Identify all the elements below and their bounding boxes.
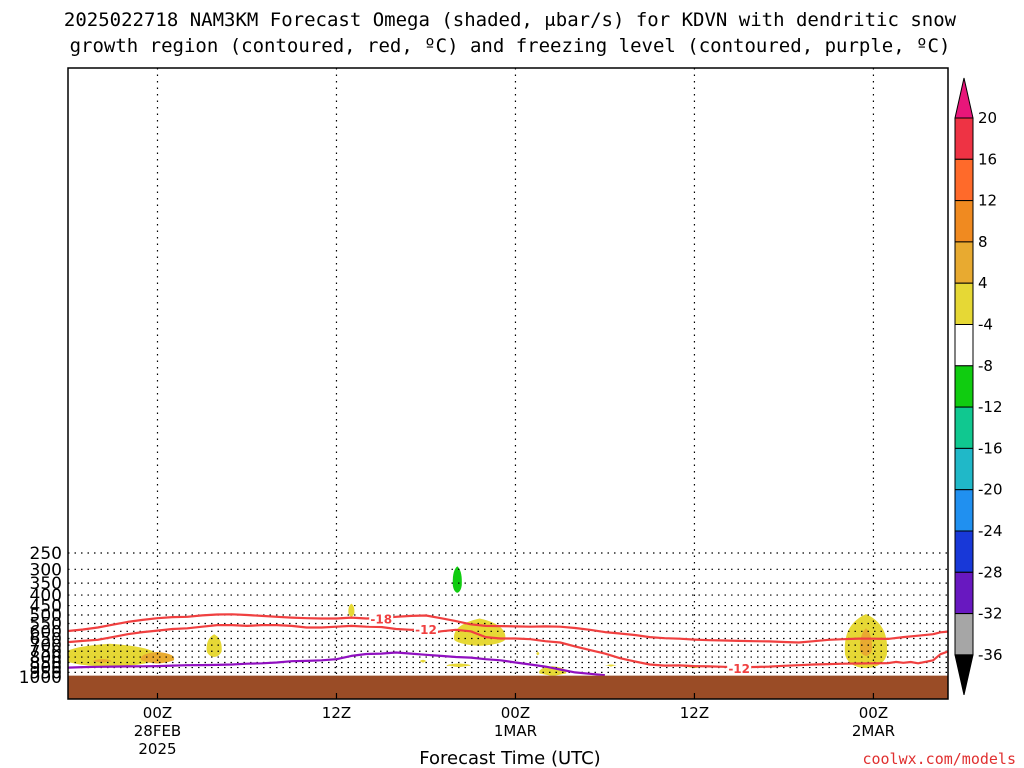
y-tick-label-600: 600	[30, 622, 62, 642]
omega-rising-region-7	[419, 659, 427, 663]
x-tick-label-54: 00Z	[859, 704, 888, 722]
colorbar-band-5	[954, 324, 974, 367]
y-tick-label-750: 750	[30, 642, 62, 662]
y-tick-label-500: 500	[30, 606, 62, 626]
freezing-level-contour	[68, 651, 606, 677]
omega-rising-region-1	[206, 634, 222, 658]
colorbar-band-4	[954, 282, 974, 326]
colorbar-label-11: -28	[978, 563, 1003, 581]
omega-sinking-region-12	[229, 570, 241, 586]
omega-main-band-left-lobe	[297, 650, 334, 674]
y-tick-label-250: 250	[30, 544, 62, 564]
x-tick-year-6: 2025	[138, 740, 176, 758]
colorbar-label-13: -36	[978, 646, 1003, 664]
omega-rising-region-6	[446, 663, 471, 668]
y-tick-label-300: 300	[30, 560, 62, 580]
x-tick-label-6: 00Z	[143, 704, 172, 722]
omega-rising-region-4	[536, 651, 540, 656]
colorbar-label-5: -4	[978, 316, 993, 334]
dgz-minus12-contour	[68, 624, 948, 669]
colorbar-band-7	[954, 406, 974, 449]
credit-link[interactable]: coolwx.com/models	[862, 750, 1016, 768]
terrain-ground-fill	[68, 675, 948, 699]
omega-sinking-region-16	[467, 665, 474, 670]
colorbar-label-9: -20	[978, 481, 1003, 499]
contour-label-bg	[413, 622, 438, 637]
contour-label-2: -18	[370, 612, 392, 626]
colorbar-label-0: 20	[978, 109, 997, 127]
y-tick-label-650: 650	[30, 629, 62, 649]
x-axis-label: Forecast Time (UTC)	[419, 748, 600, 768]
omega-rising-core-2	[859, 628, 873, 656]
colorbar-band-1	[954, 158, 974, 202]
plot-frame	[67, 67, 949, 700]
omega-main-band-bridge	[317, 668, 338, 679]
colorbar-band-last	[954, 613, 974, 656]
colorbar-label-10: -24	[978, 522, 1003, 540]
y-tick-label-800: 800	[30, 648, 62, 668]
y-tick-label-1000: 1000	[19, 668, 62, 688]
colorbar-label-7: -12	[978, 398, 1003, 416]
colorbar-band-11	[954, 571, 974, 615]
y-tick-label-400: 400	[30, 586, 62, 606]
x-tick-label-42: 12Z	[680, 704, 709, 722]
contour-label-bg	[727, 661, 752, 676]
y-tick-label-350: 350	[30, 574, 62, 594]
y-tick-label-850: 850	[30, 653, 62, 673]
colorbar-bottom-arrow	[954, 654, 974, 696]
y-tick-label-700: 700	[30, 636, 62, 656]
omega-colorbar: 20 16 12 8 4 -4 -8 -12 -16 -20 -24 -28 -32 -36	[954, 77, 1003, 696]
colorbar-label-12: -32	[978, 605, 1003, 623]
chart-title-line-2: growth region (contoured, red, ºC) and f…	[70, 35, 951, 57]
y-tick-label-550: 550	[30, 615, 62, 635]
colorbar-band-10	[954, 530, 974, 573]
colorbar-band-8	[954, 447, 974, 491]
x-tick-date-6: 28FEB	[134, 722, 181, 740]
colorbar-label-3: 8	[978, 233, 988, 251]
omega-rising-region-2	[348, 603, 355, 617]
colorbar-top-arrow	[954, 77, 974, 119]
x-tick-label-18: 12Z	[322, 704, 351, 722]
colorbar-label-1: 16	[978, 150, 997, 168]
x-tick-date-54: 2MAR	[852, 722, 895, 740]
omega-sinking-core-3	[452, 566, 462, 593]
omega-sinking-region-11	[164, 583, 177, 603]
omega-rising-region-0	[68, 643, 157, 667]
colorbar-label-8: -16	[978, 439, 1003, 457]
omega-rising-core-1	[93, 659, 112, 663]
y-tick-label-950: 950	[30, 663, 62, 683]
y-axis: 2503003504004505005506006507007508008509…	[19, 544, 62, 688]
colorbar-band-9	[954, 489, 974, 532]
chart-title-line-1: 2025022718 NAM3KM Forecast Omega (shaded…	[64, 9, 957, 31]
contour-label-1: -12	[728, 662, 750, 676]
colorbar-band-3	[954, 241, 974, 284]
dgz-minus18-contour	[68, 613, 948, 644]
colorbar-label-6: -8	[978, 357, 993, 375]
omega-shading-layer	[68, 559, 888, 679]
x-tick-label-30: 00Z	[501, 704, 530, 722]
omega-rising-core-0	[140, 651, 175, 664]
colorbar-band-0	[954, 117, 974, 160]
contour-layer: -12 -12 -18	[68, 611, 948, 677]
contour-label-0: -12	[415, 623, 437, 637]
colorbar-band-6	[954, 365, 974, 408]
y-tick-label-450: 450	[30, 597, 62, 617]
x-tick-date-30: 1MAR	[494, 722, 537, 740]
colorbar-label-4: 4	[978, 274, 988, 292]
contour-label-bg	[369, 611, 394, 626]
colorbar-label-2: 12	[978, 192, 997, 210]
colorbar-band-2	[954, 200, 974, 243]
omega-rising-region-8	[605, 664, 617, 667]
plot-area: -12 -12 -18	[68, 68, 948, 699]
grid-layer	[68, 68, 948, 699]
y-tick-label-900: 900	[30, 659, 62, 679]
